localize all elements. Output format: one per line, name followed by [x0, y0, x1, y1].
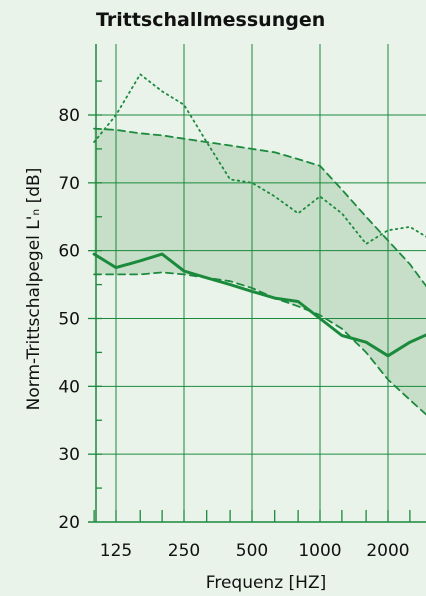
y-axis-label: Norm-Trittschalpegel L'ₙ [dB]: [24, 168, 44, 411]
x-tick-label: 1000: [298, 541, 341, 561]
y-tick-label: 80: [58, 106, 80, 126]
x-tick-label: 250: [168, 541, 200, 561]
x-tick-label: 125: [100, 541, 132, 561]
x-axis-label: Frequenz [HZ]: [206, 573, 326, 593]
chart-title: Trittschallmessungen: [96, 9, 325, 31]
series-line-dashed-2: [93, 271, 426, 416]
series-line-solid-3: [92, 252, 426, 358]
series-line-dashed-1: [93, 127, 426, 288]
y-tick-label: 60: [58, 242, 80, 262]
range-band: [94, 128, 426, 415]
series-line-dotted-0: [93, 73, 426, 245]
y-tick-label: 30: [58, 445, 80, 465]
y-tick-label: 50: [58, 310, 80, 330]
x-tick-label: 500: [236, 541, 268, 561]
y-tick-label: 40: [58, 377, 80, 397]
x-tick-label: 2000: [366, 541, 409, 561]
y-tick-label: 20: [58, 513, 80, 533]
y-tick-label: 70: [58, 174, 80, 194]
